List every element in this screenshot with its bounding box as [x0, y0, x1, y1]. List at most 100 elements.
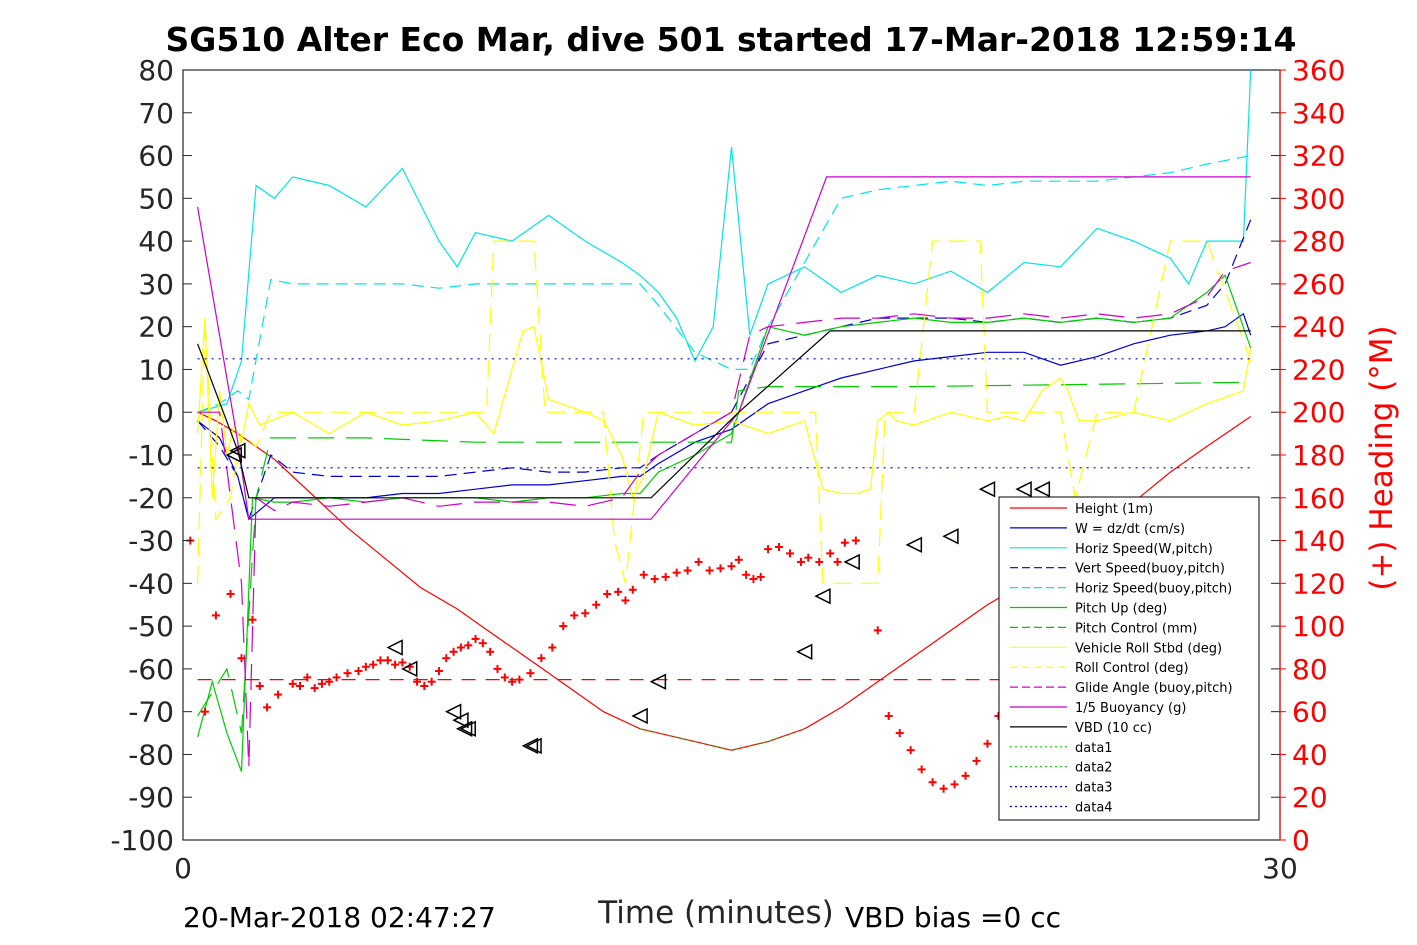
triangle-marker — [455, 720, 473, 737]
heading-point — [398, 658, 407, 667]
legend-label: VBD (10 cc) — [1075, 721, 1152, 736]
heading-point — [950, 780, 959, 789]
triangle-marker — [521, 737, 539, 755]
legend-item: Vert Speed(buoy,pitch) — [1010, 562, 1225, 577]
heading-point — [683, 566, 692, 575]
triangle-marker — [631, 707, 648, 725]
heading-point — [559, 622, 568, 631]
y2-tick-label: 260 — [1292, 268, 1345, 301]
y-tick-label: 0 — [156, 396, 174, 429]
series-horiz_buoy — [197, 155, 1251, 413]
y2-tick-label: 80 — [1292, 653, 1328, 686]
series-horiz_w — [197, 69, 1252, 413]
heading-point — [873, 626, 882, 635]
legend-label: Pitch Up (deg) — [1075, 602, 1167, 617]
series-vbd — [197, 330, 1251, 499]
heading-point — [705, 566, 714, 575]
heading-point — [413, 677, 422, 686]
legend-item: Height (1m) — [1010, 502, 1153, 517]
heading-point — [764, 545, 773, 554]
x-axis-label: Time (minutes) — [597, 895, 833, 931]
heading-point — [361, 662, 370, 671]
legend-item: Vehicle Roll Stbd (deg) — [1010, 641, 1222, 656]
heading-point — [650, 575, 659, 584]
y-tick-label: 20 — [138, 311, 174, 344]
y2-tick-label: 360 — [1292, 54, 1345, 87]
heading-point — [263, 703, 272, 712]
heading-point — [383, 656, 392, 665]
heading-point — [274, 690, 283, 699]
triangle-marker — [225, 446, 242, 464]
heading-point — [694, 557, 703, 566]
y-tick-label: -70 — [128, 696, 174, 729]
heading-point — [500, 673, 509, 682]
legend-box — [998, 496, 1260, 821]
heading-point — [661, 572, 670, 581]
heading-point — [211, 611, 220, 620]
heading-point — [917, 765, 926, 774]
y-tick-label: 80 — [138, 54, 174, 87]
heading-point — [581, 609, 590, 618]
legend-item: data3 — [1010, 781, 1113, 796]
heading-point — [471, 634, 480, 643]
series-glide — [197, 261, 1251, 768]
heading-point — [486, 647, 495, 656]
legend-label: Height (1m) — [1075, 502, 1153, 517]
heading-point — [983, 739, 992, 748]
legend-item: data2 — [1010, 761, 1113, 776]
y-tick-label: 70 — [138, 97, 174, 130]
y2-tick-label: 340 — [1292, 97, 1345, 130]
heading-point — [310, 684, 319, 693]
legend-item: Glide Angle (buoy,pitch) — [1010, 681, 1233, 696]
heading-point — [226, 590, 235, 599]
heading-point — [851, 536, 860, 545]
heading-point — [427, 677, 436, 686]
heading-point — [526, 669, 535, 678]
heading-point — [672, 568, 681, 577]
heading-point — [325, 677, 334, 686]
heading-point — [628, 585, 637, 594]
heading-point — [840, 538, 849, 547]
series-pitch_up — [197, 274, 1252, 772]
heading-point — [537, 654, 546, 663]
legend-item: Roll Control (deg) — [1010, 661, 1189, 676]
legend-item: data1 — [1010, 741, 1113, 756]
y2-tick-label: 280 — [1292, 225, 1345, 258]
y2-tick-label: 200 — [1292, 396, 1345, 429]
heading-point — [464, 641, 473, 650]
y2-tick-label: 140 — [1292, 525, 1345, 558]
heading-point — [493, 664, 502, 673]
y2-tick-label: 100 — [1292, 610, 1345, 643]
heading-point — [248, 615, 257, 624]
y2-tick-label: 20 — [1292, 781, 1328, 814]
heading-point — [804, 553, 813, 562]
heading-point — [515, 675, 524, 684]
triangle-marker — [905, 536, 923, 554]
triangle-marker — [452, 712, 469, 729]
legend-label: data1 — [1075, 741, 1113, 756]
y2-tick-label: 40 — [1292, 738, 1328, 771]
heading-point — [237, 654, 246, 663]
y2-tick-label: 320 — [1292, 140, 1345, 173]
triangle-marker — [459, 720, 476, 737]
heading-point — [727, 562, 736, 571]
y-tick-label: 30 — [138, 268, 174, 301]
triangle-marker — [401, 660, 418, 678]
y2-tick-label: 300 — [1292, 182, 1345, 215]
heading-point — [449, 647, 458, 656]
heading-point — [756, 572, 765, 581]
triangle-marker — [386, 639, 403, 656]
legend-label: data2 — [1075, 761, 1113, 776]
triangle-marker — [444, 703, 462, 720]
heading-point — [478, 639, 487, 648]
legend-item: 1/5 Buoyancy (g) — [1010, 701, 1186, 716]
y-tick-label: 40 — [138, 225, 174, 258]
triangle-marker — [229, 442, 246, 459]
heading-point — [716, 564, 725, 573]
heading-point — [906, 746, 915, 755]
y2-tick-label: 220 — [1292, 353, 1345, 386]
y-axis-right: 3603403203002802602402202001801601401201… — [1279, 54, 1345, 857]
footer-vbd-bias: VBD bias =0 cc — [845, 901, 1061, 934]
heading-point — [614, 587, 623, 596]
